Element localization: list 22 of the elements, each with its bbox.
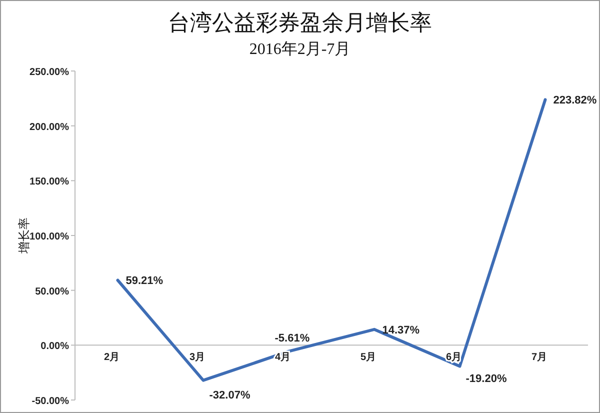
- x-tick-label: 5月: [360, 352, 376, 364]
- x-tick-label: 7月: [531, 352, 548, 364]
- x-tick-label: 6月: [446, 352, 462, 364]
- line-series: [116, 98, 547, 382]
- y-tick-label: 100.00%: [30, 232, 70, 242]
- chart-title: 台湾公益彩券盈余月增长率: [168, 11, 432, 36]
- data-label: -19.20%: [466, 373, 507, 386]
- data-label: 223.82%: [553, 94, 597, 107]
- y-tick-label: 250.00%: [30, 67, 70, 78]
- y-tick-label: 50.00%: [35, 286, 70, 298]
- data-label: -32.07%: [209, 389, 250, 402]
- y-axis-title: 增长率: [17, 218, 31, 254]
- y-tick-label: -50.00%: [32, 396, 70, 407]
- x-tick-label: 3月: [189, 352, 206, 364]
- y-tick-label: 200.00%: [30, 122, 70, 133]
- chart-subtitle: 2016年2月-7月: [249, 41, 351, 58]
- data-label: 59.21%: [126, 275, 164, 288]
- data-label: 14.37%: [382, 324, 420, 336]
- y-tick-label: 0.00%: [40, 341, 70, 352]
- x-tick-label: 2月: [104, 352, 120, 364]
- data-label: -5.61%: [274, 332, 310, 344]
- y-tick-label: 150.00%: [30, 176, 70, 188]
